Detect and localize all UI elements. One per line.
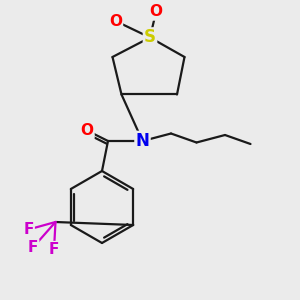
Text: O: O bbox=[109, 14, 122, 28]
Text: S: S bbox=[144, 28, 156, 46]
Text: O: O bbox=[80, 123, 94, 138]
Text: N: N bbox=[136, 132, 149, 150]
Text: O: O bbox=[149, 4, 163, 20]
Text: F: F bbox=[23, 222, 34, 237]
Text: F: F bbox=[49, 242, 59, 257]
Text: F: F bbox=[28, 240, 38, 255]
